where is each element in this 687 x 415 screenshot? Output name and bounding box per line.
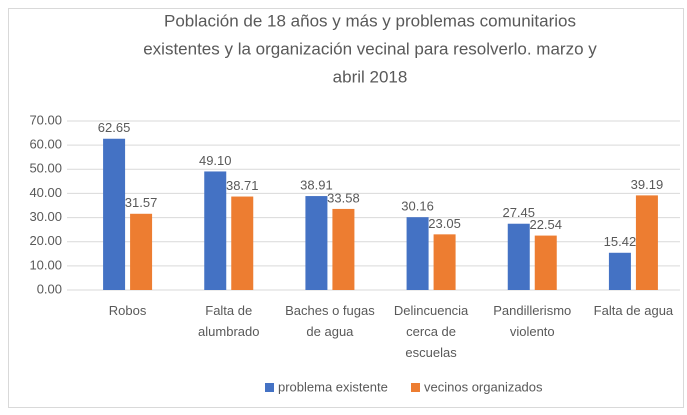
data-label: 38.91 [300,177,333,192]
bar [534,235,557,290]
bar [130,213,153,290]
bar [103,138,126,290]
y-tick-label: 40.00 [29,185,62,200]
y-tick-label: 60.00 [29,137,62,152]
bar [635,195,658,290]
bar [231,196,254,290]
data-label: 15.42 [604,234,637,249]
y-tick-label: 10.00 [29,257,62,272]
y-tick-label: 20.00 [29,233,62,248]
chart-title: Población de 18 años y más y problemas c… [164,11,576,30]
data-label: 39.19 [631,177,664,192]
y-tick-label: 70.00 [29,112,62,127]
data-label: 62.65 [98,120,131,135]
bar [608,252,631,290]
chart-title: existentes y la organización vecinal par… [143,39,597,58]
legend-swatch [411,383,420,392]
x-tick-label: Delincuencia cerca de escuelas [394,303,469,360]
y-tick-label: 50.00 [29,161,62,176]
x-tick-label: Falta de alumbrado [198,303,259,339]
bar [406,217,429,290]
bar [305,196,328,290]
x-tick-label: Pandillerismo violento [493,303,571,339]
bar [433,234,456,290]
bar [204,171,227,290]
data-label: 22.54 [529,217,562,232]
legend-label: problema existente [278,379,388,394]
x-tick-label: Robos [109,303,147,318]
legend-label: vecinos organizados [424,379,543,394]
data-label: 31.57 [125,195,158,210]
legend-swatch [265,383,274,392]
data-label: 49.10 [199,153,232,168]
y-tick-label: 30.00 [29,209,62,224]
data-label: 30.16 [401,199,434,214]
data-label: 33.58 [327,190,360,205]
x-tick-label: Baches o fugas de agua [285,303,375,339]
bar [507,223,530,290]
data-label: 27.45 [502,205,535,220]
y-tick-label: 0.00 [37,281,62,296]
x-tick-label: Falta de agua [594,303,674,318]
data-label: 23.05 [428,216,461,231]
bar [332,208,355,290]
data-label: 38.71 [226,178,259,193]
chart-title: abril 2018 [333,67,408,86]
